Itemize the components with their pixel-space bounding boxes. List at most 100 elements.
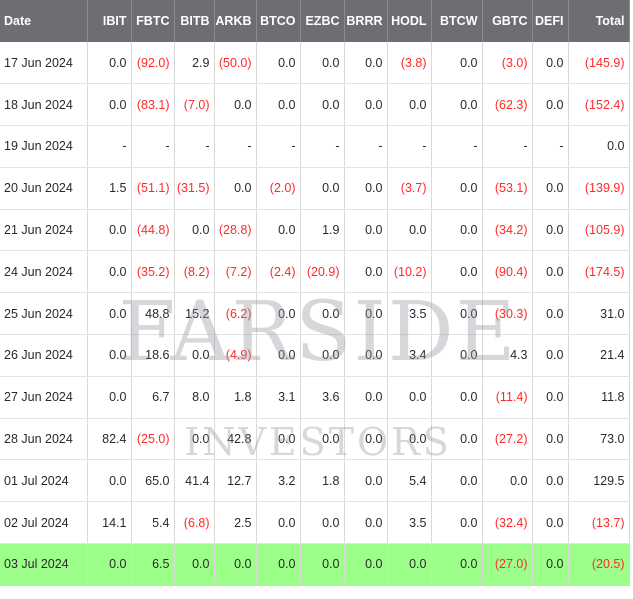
flow-cell-ibit: 0.0 bbox=[87, 543, 132, 586]
flow-cell-hodl: 0.0 bbox=[387, 418, 432, 461]
column-header-btco[interactable]: BTCO bbox=[256, 0, 301, 42]
flow-cell-brrr: 0.0 bbox=[344, 459, 388, 503]
flow-cell-btcw: 0.0 bbox=[431, 376, 483, 419]
flow-cell-arkb: - bbox=[214, 125, 257, 168]
flow-cell-gbtc: (3.0) bbox=[482, 42, 533, 85]
column-header-brrr[interactable]: BRRR bbox=[344, 0, 388, 42]
flow-cell-defi: 0.0 bbox=[532, 501, 569, 545]
flow-cell-btco: 0.0 bbox=[256, 334, 301, 377]
flow-cell-ezbc: 1.9 bbox=[300, 209, 345, 252]
flow-cell-total: (145.9) bbox=[568, 42, 630, 85]
row-date-cell: 01 Jul 2024 bbox=[0, 459, 88, 503]
flow-cell-btco: 0.0 bbox=[256, 418, 301, 461]
flow-cell-btcw: 0.0 bbox=[431, 334, 483, 377]
flow-cell-defi: 0.0 bbox=[532, 167, 569, 210]
flow-cell-fbtc: (35.2) bbox=[131, 250, 175, 294]
flow-cell-ibit: 0.0 bbox=[87, 334, 132, 377]
column-header-arkb[interactable]: ARKB bbox=[214, 0, 257, 42]
table-row: 03 Jul 2024 0.0 6.5 0.0 0.0 0.0 0.0 0.0 0.0 0.0 (2… bbox=[0, 543, 630, 586]
row-date-cell: 25 Jun 2024 bbox=[0, 292, 88, 336]
flow-cell-hodl: 0.0 bbox=[387, 543, 432, 586]
table-header-row: Date IBIT FBTC BITB ARKB BTCO EZBC BRRR HODL BTCW… bbox=[0, 0, 630, 42]
flow-cell-arkb: 0.0 bbox=[214, 167, 257, 210]
flow-cell-ezbc: 0.0 bbox=[300, 83, 345, 127]
flow-cell-ezbc: 0.0 bbox=[300, 418, 345, 461]
flow-cell-bitb: 8.0 bbox=[174, 376, 215, 419]
table-row: 26 Jun 2024 0.0 18.6 0.0 (4.9) 0.0 0.0 0.0 3.4 0.… bbox=[0, 334, 630, 377]
column-header-btcw[interactable]: BTCW bbox=[431, 0, 483, 42]
column-header-fbtc[interactable]: FBTC bbox=[131, 0, 175, 42]
flow-cell-ezbc: 1.8 bbox=[300, 459, 345, 503]
column-header-hodl[interactable]: HODL bbox=[387, 0, 432, 42]
flow-cell-hodl: (3.8) bbox=[387, 42, 432, 85]
flow-cell-arkb: 2.5 bbox=[214, 501, 257, 545]
flow-cell-fbtc: (92.0) bbox=[131, 42, 175, 85]
column-header-date[interactable]: Date bbox=[0, 0, 88, 42]
column-header-gbtc[interactable]: GBTC bbox=[482, 0, 533, 42]
flow-cell-defi: 0.0 bbox=[532, 376, 569, 419]
flow-cell-ibit: 0.0 bbox=[87, 376, 132, 419]
flow-cell-defi: 0.0 bbox=[532, 543, 569, 586]
flow-cell-ezbc: 0.0 bbox=[300, 501, 345, 545]
flow-cell-hodl: (10.2) bbox=[387, 250, 432, 294]
flow-cell-hodl: 0.0 bbox=[387, 376, 432, 419]
row-date-cell: 26 Jun 2024 bbox=[0, 334, 88, 377]
flow-cell-ezbc: 0.0 bbox=[300, 543, 345, 586]
flow-cell-arkb: (6.2) bbox=[214, 292, 257, 336]
flow-cell-total: 129.5 bbox=[568, 459, 630, 503]
flow-cell-ezbc: 0.0 bbox=[300, 292, 345, 336]
flow-cell-hodl: 3.5 bbox=[387, 292, 432, 336]
flow-cell-gbtc: (27.0) bbox=[482, 543, 533, 586]
flow-cell-btcw: 0.0 bbox=[431, 83, 483, 127]
row-date-cell: 21 Jun 2024 bbox=[0, 209, 88, 252]
flow-cell-gbtc: 0.0 bbox=[482, 459, 533, 503]
flow-cell-brrr: 0.0 bbox=[344, 543, 388, 586]
flow-cell-ibit: 0.0 bbox=[87, 209, 132, 252]
flow-cell-hodl: 0.0 bbox=[387, 83, 432, 127]
flow-cell-fbtc: 6.7 bbox=[131, 376, 175, 419]
flow-cell-btco: - bbox=[256, 125, 301, 168]
flow-cell-bitb: (8.2) bbox=[174, 250, 215, 294]
flow-cell-defi: 0.0 bbox=[532, 42, 569, 85]
column-header-defi[interactable]: DEFI bbox=[532, 0, 569, 42]
flow-cell-ibit: - bbox=[87, 125, 132, 168]
flow-cell-ezbc: 3.6 bbox=[300, 376, 345, 419]
row-date-cell: 20 Jun 2024 bbox=[0, 167, 88, 210]
flow-cell-hodl: 3.5 bbox=[387, 501, 432, 545]
flow-cell-btcw: 0.0 bbox=[431, 42, 483, 85]
flow-cell-hodl: (3.7) bbox=[387, 167, 432, 210]
flow-cell-fbtc: 5.4 bbox=[131, 501, 175, 545]
flow-cell-arkb: 0.0 bbox=[214, 543, 257, 586]
flow-cell-total: (152.4) bbox=[568, 83, 630, 127]
flow-cell-fbtc: (25.0) bbox=[131, 418, 175, 461]
flow-cell-fbtc: 18.6 bbox=[131, 334, 175, 377]
flow-cell-ibit: 0.0 bbox=[87, 83, 132, 127]
flow-cell-ibit: 82.4 bbox=[87, 418, 132, 461]
flow-cell-btcw: 0.0 bbox=[431, 250, 483, 294]
flow-cell-ezbc: 0.0 bbox=[300, 167, 345, 210]
flow-cell-defi: 0.0 bbox=[532, 418, 569, 461]
table-row: 27 Jun 2024 0.0 6.7 8.0 1.8 3.1 3.6 0.0 0.0 0.0 (1… bbox=[0, 376, 630, 419]
flow-cell-btco: (2.4) bbox=[256, 250, 301, 294]
column-header-total[interactable]: Total bbox=[568, 0, 630, 42]
table-row: 25 Jun 2024 0.0 48.8 15.2 (6.2) 0.0 0.0 0.0 3.5 0… bbox=[0, 292, 630, 336]
flow-cell-ezbc: 0.0 bbox=[300, 42, 345, 85]
flow-cell-ezbc: 0.0 bbox=[300, 334, 345, 377]
flow-cell-hodl: 5.4 bbox=[387, 459, 432, 503]
flow-cell-arkb: 0.0 bbox=[214, 83, 257, 127]
flow-cell-total: (105.9) bbox=[568, 209, 630, 252]
column-header-ibit[interactable]: IBIT bbox=[87, 0, 132, 42]
flow-cell-brrr: - bbox=[344, 125, 388, 168]
flow-cell-gbtc: 4.3 bbox=[482, 334, 533, 377]
row-date-cell: 28 Jun 2024 bbox=[0, 418, 88, 461]
flow-cell-total: (13.7) bbox=[568, 501, 630, 545]
flow-cell-fbtc: 48.8 bbox=[131, 292, 175, 336]
flow-cell-ezbc: (20.9) bbox=[300, 250, 345, 294]
flow-cell-gbtc: (62.3) bbox=[482, 83, 533, 127]
column-header-bitb[interactable]: BITB bbox=[174, 0, 215, 42]
column-header-ezbc[interactable]: EZBC bbox=[300, 0, 345, 42]
flow-cell-hodl: 3.4 bbox=[387, 334, 432, 377]
flow-cell-brrr: 0.0 bbox=[344, 167, 388, 210]
flow-cell-brrr: 0.0 bbox=[344, 292, 388, 336]
